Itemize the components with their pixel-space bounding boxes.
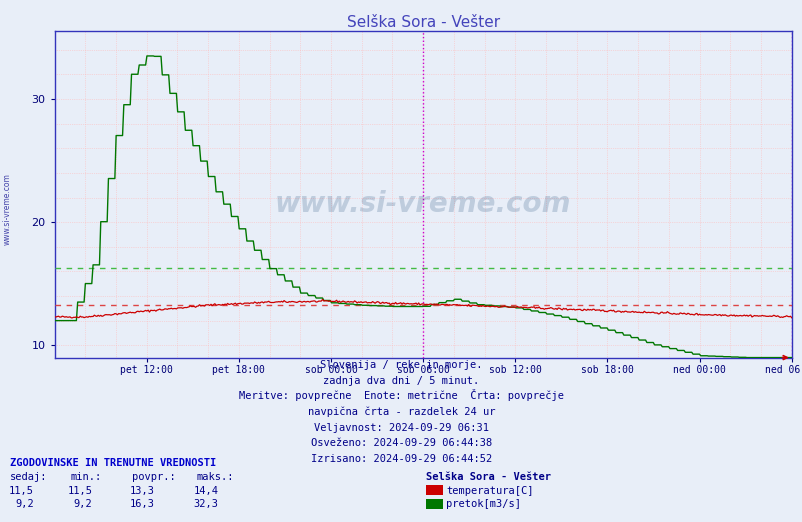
Text: min.:: min.: (71, 472, 102, 482)
Text: 32,3: 32,3 (193, 500, 218, 509)
Text: Selška Sora - Vešter: Selška Sora - Vešter (425, 472, 550, 482)
Text: 14,4: 14,4 (193, 486, 218, 496)
Text: 11,5: 11,5 (67, 486, 92, 496)
Text: www.si-vreme.com: www.si-vreme.com (274, 190, 571, 218)
Text: sedaj:: sedaj: (10, 472, 47, 482)
Text: Osveženo: 2024-09-29 06:44:38: Osveženo: 2024-09-29 06:44:38 (310, 438, 492, 448)
Text: temperatura[C]: temperatura[C] (446, 485, 533, 496)
Title: Selška Sora - Vešter: Selška Sora - Vešter (346, 15, 499, 30)
Text: 13,3: 13,3 (130, 486, 155, 496)
Text: 16,3: 16,3 (130, 500, 155, 509)
Text: 9,2: 9,2 (74, 500, 92, 509)
Text: 11,5: 11,5 (9, 486, 34, 496)
Text: www.si-vreme.com: www.si-vreme.com (2, 173, 12, 245)
Text: Veljavnost: 2024-09-29 06:31: Veljavnost: 2024-09-29 06:31 (314, 423, 488, 433)
Text: 9,2: 9,2 (15, 500, 34, 509)
Text: navpična črta - razdelek 24 ur: navpična črta - razdelek 24 ur (307, 407, 495, 417)
Text: Slovenija / reke in morje.: Slovenija / reke in morje. (320, 360, 482, 370)
Text: zadnja dva dni / 5 minut.: zadnja dva dni / 5 minut. (323, 376, 479, 386)
Text: ZGODOVINSKE IN TRENUTNE VREDNOSTI: ZGODOVINSKE IN TRENUTNE VREDNOSTI (10, 458, 216, 468)
Text: Izrisano: 2024-09-29 06:44:52: Izrisano: 2024-09-29 06:44:52 (310, 454, 492, 464)
Text: maks.:: maks.: (196, 472, 234, 482)
Text: povpr.:: povpr.: (132, 472, 176, 482)
Text: pretok[m3/s]: pretok[m3/s] (446, 499, 520, 509)
Text: Meritve: povprečne  Enote: metrične  Črta: povprečje: Meritve: povprečne Enote: metrične Črta:… (239, 389, 563, 401)
